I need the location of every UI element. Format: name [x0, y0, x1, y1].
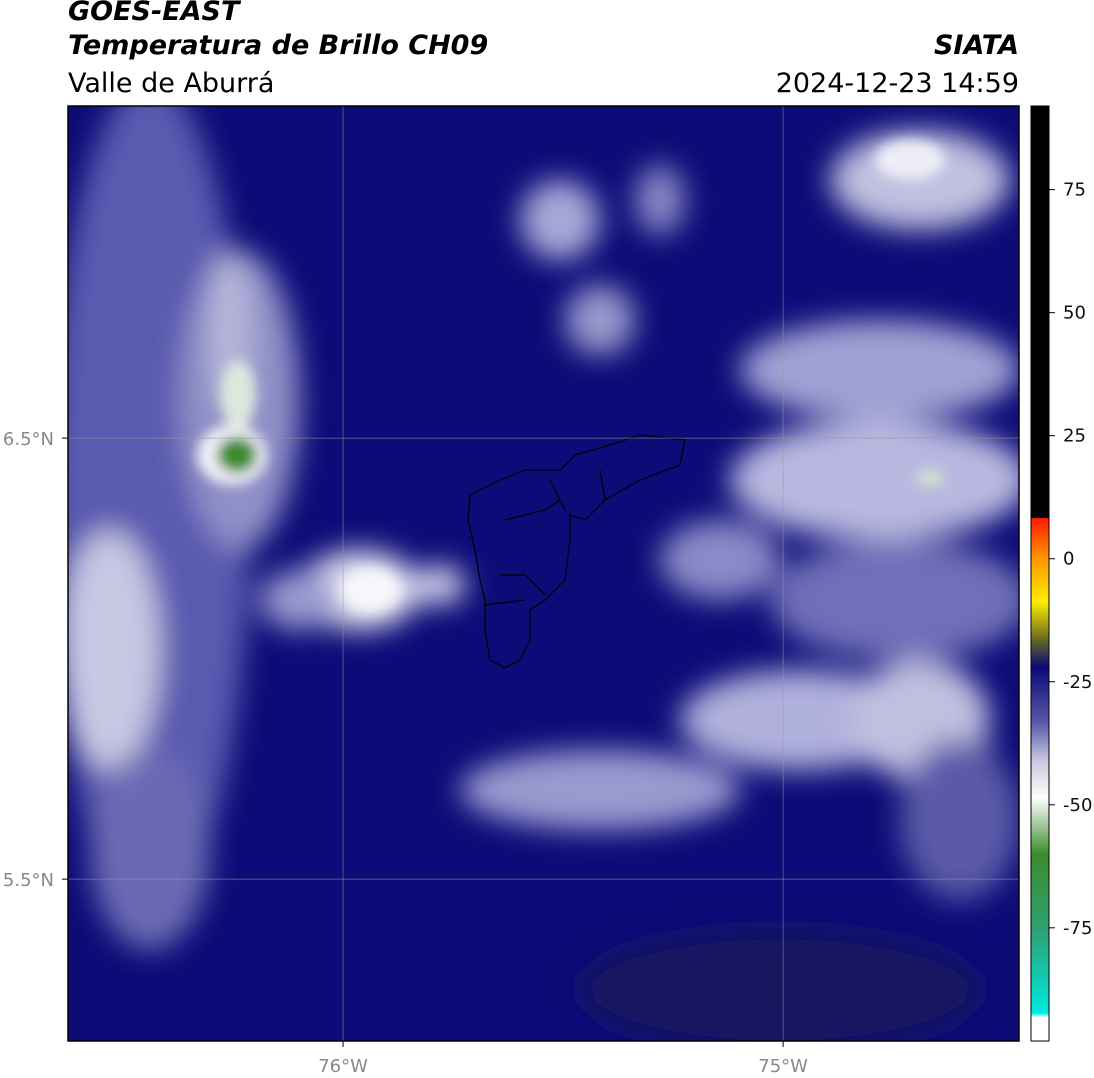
datetime-label: 2024-12-23 14:59 [776, 68, 1019, 99]
product-title: Temperatura de Brillo CH09 [68, 30, 488, 61]
y-tick-label: 6.5°N [3, 429, 54, 450]
colorbar-tick-label: -50 [1063, 795, 1092, 816]
map-frame [67, 105, 1020, 1042]
colorbar-tick-label: 0 [1063, 549, 1074, 570]
satellite-image [68, 106, 1019, 1041]
colorbar-tick-label: 75 [1063, 180, 1086, 201]
source-label: SIATA [934, 30, 1019, 61]
colorbar-tick-label: -75 [1063, 918, 1092, 939]
y-tick-label: 5.5°N [3, 870, 54, 891]
municipal-boundaries [467, 434, 686, 669]
colorbar-tick-label: -25 [1063, 672, 1092, 693]
colorbar-tick-label: 25 [1063, 426, 1086, 447]
colorbar [1030, 105, 1050, 1042]
region-label: Valle de Aburrá [68, 68, 274, 99]
colorbar-tick-label: 50 [1063, 303, 1086, 324]
graticule [68, 106, 1019, 1041]
x-tick-label: 75°W [758, 1056, 808, 1077]
satellite-label: GOES-EAST [68, 0, 242, 27]
x-tick-label: 76°W [318, 1056, 368, 1077]
